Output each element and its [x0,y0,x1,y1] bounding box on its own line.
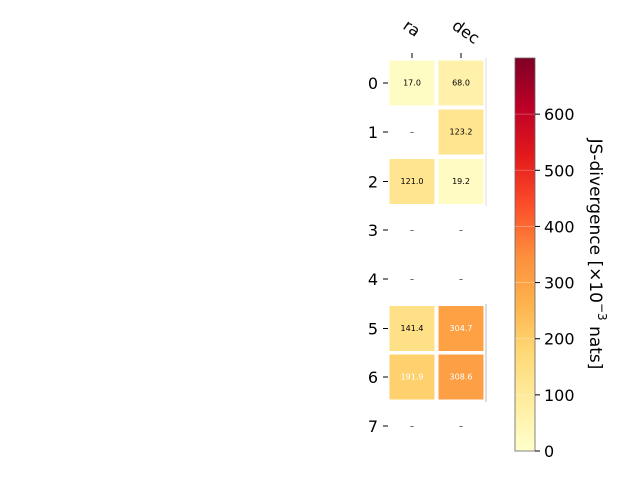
cell-label: – [459,226,463,235]
heatmap-cell [436,58,486,108]
colorbar-tick-label: 400 [544,217,575,236]
colorbar-label: JS-divergence [×10−3 nats] [585,138,609,370]
heatmap-cell [436,157,486,206]
heatmap-cell [436,107,486,157]
cell-label: 68.0 [452,79,470,88]
cell-label: 17.0 [403,79,421,88]
cell-label: 123.2 [450,128,473,137]
cell-label: 308.6 [450,373,473,382]
row-tick-label: 3 [368,221,378,240]
colorbar-ticks: 0 100 200 300 400 500 600 [515,105,575,461]
colorbar-gradient [514,57,536,452]
heatmap-cell [387,352,437,402]
cell-label: 191.9 [401,373,424,382]
column-tick-label: dec [449,16,483,48]
cell-label: 304.7 [450,324,473,333]
cell-label: – [410,422,414,431]
cell-label: – [459,422,463,431]
heatmap-cell [436,352,486,402]
cell-label: 121.0 [401,177,424,186]
column-tick-label: ra [400,16,424,41]
row-tick-label: 6 [368,368,378,387]
colorbar-tick-label: 200 [544,330,575,349]
cell-label: – [459,275,463,284]
heatmap-cells: 17.0 68.0 – 123.2 121.0 19.2 – – – – 141.4 304.7 191… [387,58,487,431]
heatmap-cell [387,58,437,108]
colorbar-tick-label: 300 [544,274,575,293]
row-tick-label: 5 [368,320,378,339]
row-tick-label: 2 [368,173,378,192]
colorbar: 0 100 200 300 400 500 600 JS-divergence [×10−3… [514,57,609,461]
row-tick-label: 0 [368,74,378,93]
colorbar-tick-label: 100 [544,386,575,405]
colorbar-tick-label: 0 [544,442,554,461]
colorbar-label-suffix: nats] [585,321,605,370]
cell-label: 141.4 [401,324,424,333]
cell-label: – [410,128,414,137]
heatmap-cell [387,304,437,353]
heatmap-cell [436,304,486,353]
row-tick-label: 1 [368,123,378,142]
row-axis: 0 1 2 3 4 5 6 7 [368,74,388,436]
cell-label: 19.2 [452,177,470,186]
row-tick-label: 7 [368,417,378,436]
heatmap-cell [387,157,437,206]
colorbar-tick-label: 600 [544,105,575,124]
cell-label: – [410,275,414,284]
cell-label: – [410,226,414,235]
column-axis: ra dec [400,16,483,58]
row-tick-label: 4 [368,270,378,289]
colorbar-tick-label: 500 [544,161,575,180]
colorbar-label-exponent: −3 [595,303,609,321]
